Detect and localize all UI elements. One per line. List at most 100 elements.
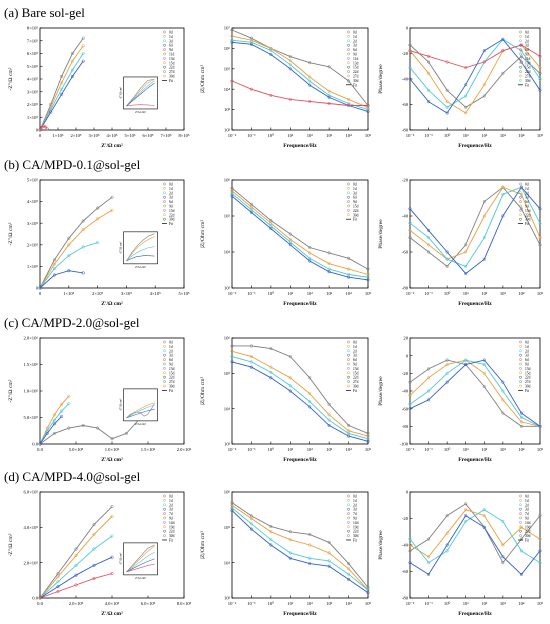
data-point: [308, 259, 312, 263]
data-point: [427, 228, 431, 232]
series-line: [231, 29, 369, 106]
legend-label: 30d: [169, 385, 175, 389]
legend-label: 3d: [169, 196, 173, 200]
data-point: [482, 49, 486, 53]
legend-marker: [163, 362, 166, 366]
y-tick-label: 3×10⁵: [27, 221, 38, 226]
data-point: [230, 79, 234, 83]
legend-label: 1d: [525, 499, 529, 503]
data-point: [482, 83, 486, 87]
data-point: [308, 376, 312, 380]
x-tick-label: 6×10⁵: [142, 133, 153, 138]
x-tick-label: 10⁰: [444, 133, 451, 138]
y-tick-label: 10²: [224, 128, 231, 133]
data-point: [464, 250, 468, 254]
y-axis-label: -Z''/Ω cm²: [8, 379, 14, 402]
series-line: [39, 516, 113, 599]
legend-marker: [347, 507, 350, 511]
inset-series-line: [126, 255, 155, 262]
data-point: [464, 519, 468, 523]
y-tick-label: 4×10⁵: [27, 77, 38, 82]
data-point: [269, 543, 273, 547]
legend-label: 2d: [169, 349, 173, 353]
data-point: [482, 358, 486, 362]
x-tick-label: 10⁻²: [406, 601, 415, 606]
data-point: [308, 99, 312, 103]
legend-marker: [163, 516, 166, 520]
legend-marker: [347, 209, 350, 212]
data-point: [501, 380, 505, 384]
legend-label: 13d: [525, 61, 531, 65]
data-point: [445, 60, 449, 64]
data-point: [70, 68, 74, 72]
data-point: [81, 423, 85, 427]
y-axis-label: -Z''/Ω cm²: [8, 533, 14, 556]
y-tick-label: 10³: [224, 596, 231, 601]
legend-marker: [347, 43, 350, 47]
plot-frame: [409, 491, 541, 599]
legend-label: 6d: [169, 44, 173, 48]
data-point: [445, 105, 449, 109]
y-tick-label: 2.0×10⁵: [23, 560, 38, 565]
data-point: [327, 95, 331, 99]
data-point: [327, 551, 331, 555]
series-line: [39, 416, 62, 445]
data-point: [288, 67, 292, 71]
y-tick-label: 10⁶: [224, 178, 231, 183]
x-tick-label: 10¹: [287, 447, 294, 452]
x-tick-label: 10⁴: [345, 291, 352, 296]
legend-label: 0d: [353, 183, 357, 187]
data-point: [288, 389, 292, 393]
legend-label: 15d: [525, 66, 531, 70]
legend-label: 9d: [525, 53, 529, 57]
inset-series-line: [126, 545, 155, 573]
legend-label: 19d: [353, 525, 359, 529]
legend-marker: [347, 65, 350, 69]
legend-label: 7d: [353, 512, 357, 516]
legend-marker: [519, 182, 522, 186]
legend-marker: [347, 521, 350, 524]
data-point: [56, 571, 60, 576]
x-tick-label: 10⁵: [365, 447, 372, 452]
data-point: [482, 514, 486, 518]
legend-marker: [519, 512, 522, 515]
data-point: [45, 127, 49, 131]
data-point: [249, 42, 253, 46]
legend-marker: [347, 213, 350, 217]
data-point: [501, 71, 505, 75]
data-point: [408, 393, 412, 397]
data-point: [519, 415, 523, 420]
x-tick-label: 10⁵: [365, 291, 372, 296]
data-point: [538, 514, 542, 518]
legend-marker: [347, 182, 350, 186]
legend-marker: [519, 204, 522, 208]
x-tick-label: 2×10⁵: [70, 133, 81, 138]
row-title-b: (b) CA/MPD-0.1@sol-gel: [4, 157, 141, 172]
data-point: [408, 543, 412, 547]
y-tick-label: 0.0: [32, 442, 38, 447]
y-tick-label: -60: [402, 102, 409, 107]
legend-label: 9d: [169, 363, 173, 367]
data-point: [464, 264, 468, 268]
y-tick-label: 1×10⁵: [27, 264, 38, 269]
legend-label: 3d: [353, 354, 357, 358]
data-point: [445, 549, 449, 553]
legend-marker: [347, 340, 350, 344]
x-tick-label: 10⁵: [537, 291, 544, 296]
legend-marker: [347, 187, 350, 190]
data-point: [445, 257, 449, 261]
x-tick-label: 10⁵: [537, 447, 544, 452]
series-line: [231, 356, 369, 440]
y-tick-label: -60: [402, 569, 409, 574]
x-axis-label: Frequence/Hz: [458, 611, 492, 617]
y-tick-label: 0: [406, 353, 409, 358]
x-tick-label: 10⁴: [345, 447, 352, 452]
plot-frame: [39, 337, 185, 445]
plot-frame: [231, 337, 369, 445]
data-point: [288, 538, 292, 542]
data-point: [52, 422, 56, 426]
data-point: [52, 418, 56, 422]
data-point: [288, 55, 292, 59]
x-tick-label: 10³: [326, 447, 333, 452]
